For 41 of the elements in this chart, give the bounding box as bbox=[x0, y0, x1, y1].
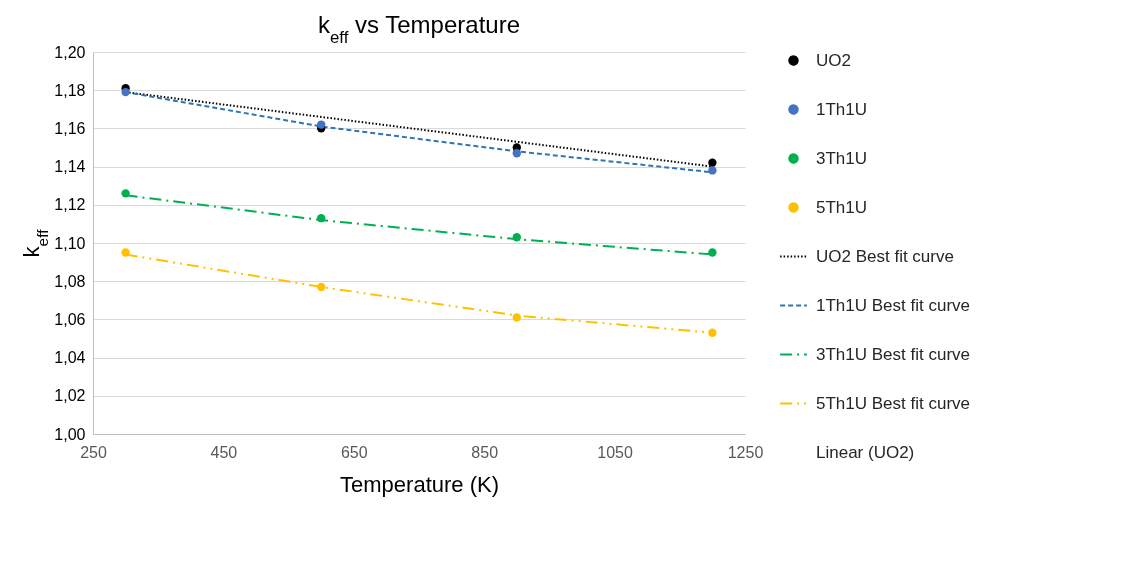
point bbox=[512, 233, 521, 242]
legend-label: UO2 bbox=[816, 50, 851, 70]
point bbox=[708, 328, 717, 337]
legend-label: 5Th1U Best fit curve bbox=[816, 393, 971, 413]
point bbox=[317, 120, 326, 129]
text: Linear (UO2) bbox=[816, 442, 915, 462]
x-tick-label: 450 bbox=[210, 443, 238, 461]
legend-label: 3Th1U bbox=[816, 148, 868, 168]
point bbox=[121, 87, 130, 97]
y-tick-label: 1,18 bbox=[54, 81, 86, 99]
x-tick-label: 250 bbox=[80, 443, 107, 461]
point bbox=[121, 248, 130, 257]
x-tick-label: 1250 bbox=[727, 443, 764, 461]
x-axis-title: Temperature (K) bbox=[340, 471, 499, 497]
point bbox=[317, 282, 326, 292]
point bbox=[121, 189, 130, 198]
y-tick-label: 1,12 bbox=[54, 196, 86, 214]
legend-label: 3Th1U Best fit curve bbox=[816, 344, 971, 364]
y-tick-label: 1,02 bbox=[54, 387, 86, 405]
legend-label: 1Th1U bbox=[816, 99, 868, 119]
x-tick-label: 650 bbox=[340, 443, 368, 461]
y-tick-label: 1,16 bbox=[54, 119, 86, 137]
y-tick-label: 1,10 bbox=[54, 234, 86, 252]
legend-label: 5Th1U bbox=[816, 197, 868, 217]
x-tick-label: 1050 bbox=[597, 443, 633, 461]
y-tick-label: 1,14 bbox=[54, 158, 86, 176]
point bbox=[512, 149, 521, 158]
y-tick-label: 1,20 bbox=[54, 43, 86, 61]
x-tick-label: 850 bbox=[471, 443, 499, 461]
y-tick-label: 1,06 bbox=[54, 310, 86, 328]
point bbox=[317, 214, 326, 223]
chart-title: k$_{eff}$ vs Temperature bbox=[318, 11, 520, 47]
point bbox=[708, 158, 717, 167]
point bbox=[512, 313, 521, 322]
point bbox=[708, 166, 717, 175]
y-tick-label: 1,04 bbox=[54, 349, 86, 367]
point bbox=[708, 248, 717, 257]
y-tick-label: 1,08 bbox=[54, 272, 86, 290]
legend-label: UO2 Best fit curve bbox=[816, 246, 954, 266]
legend-label: 1Th1U Best fit curve bbox=[816, 295, 971, 315]
y-tick-label: 1,00 bbox=[54, 425, 86, 443]
